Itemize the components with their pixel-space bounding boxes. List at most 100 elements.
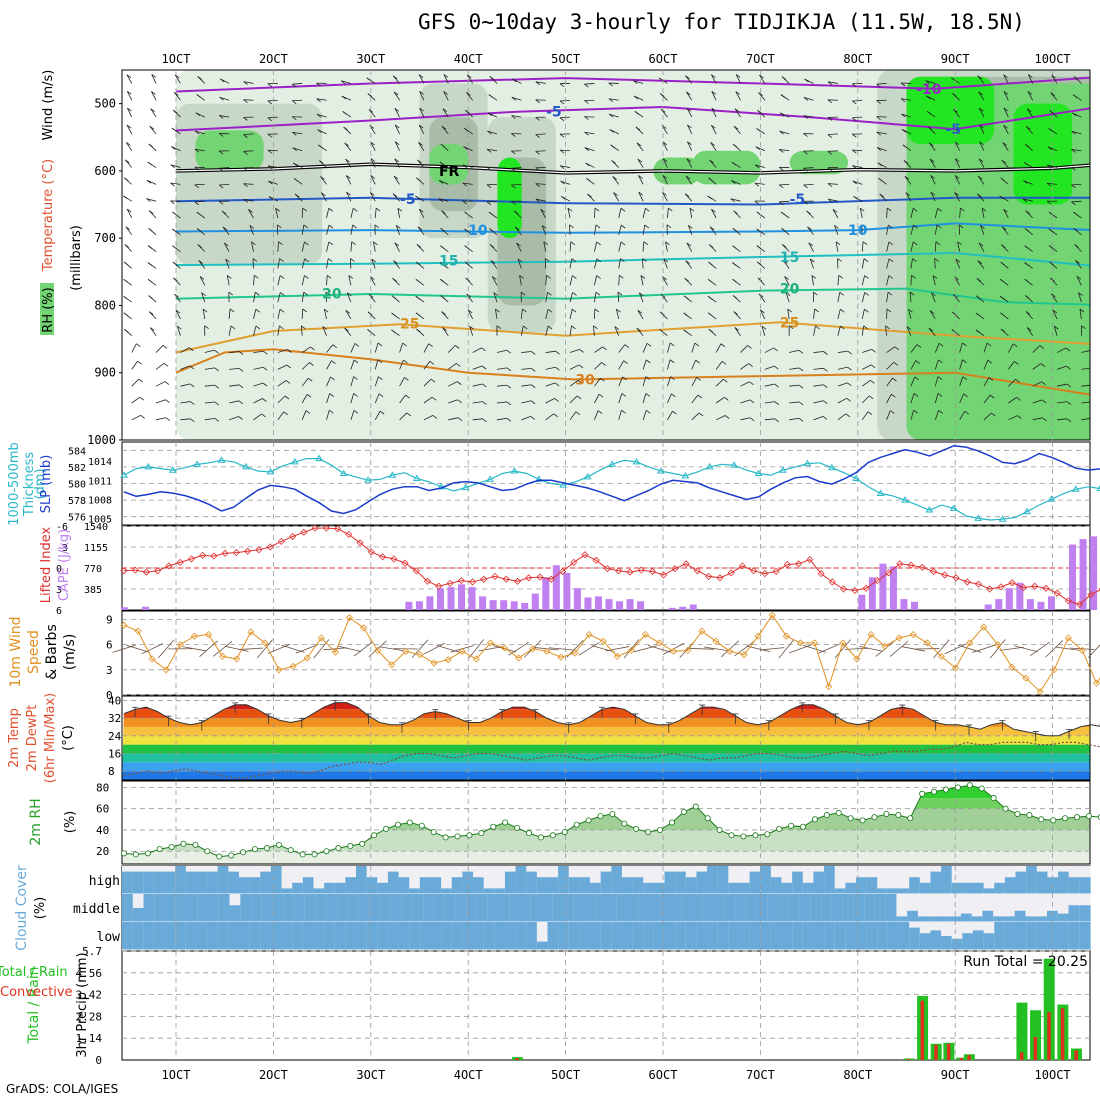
cloud-cell (239, 922, 251, 950)
wind-barb (734, 108, 741, 118)
thickness-tick-label: 580 (68, 480, 86, 491)
rh2m-point (192, 841, 199, 848)
rh2m-point (240, 849, 247, 856)
wind-barb-flag (148, 143, 153, 148)
wind-barb-flag (125, 159, 130, 164)
wind-barb-flag (316, 82, 321, 87)
wind-barb-flag (354, 343, 360, 347)
wind-barb (251, 241, 254, 252)
cloud-cell (433, 894, 446, 922)
isotherm-label: 10 (468, 223, 488, 239)
wind-barb (1051, 74, 1058, 84)
wind-barb (637, 158, 644, 168)
cloud-cell-bg (1036, 894, 1048, 922)
wind-barb-flag (827, 99, 833, 104)
wind-barb-10m (212, 641, 233, 657)
cloud-cell (983, 933, 995, 950)
wind-barb (545, 413, 554, 421)
thickness-point (754, 469, 763, 477)
wind-barb (827, 183, 838, 185)
wind-barb-flag (194, 148, 200, 153)
wind-barb (423, 361, 431, 370)
cloud-cell (185, 871, 198, 894)
wind-barb-flag (989, 394, 995, 399)
wind-barb-flag (223, 242, 229, 247)
wind-barb (125, 226, 133, 236)
wind-barb-flag (876, 83, 881, 88)
wind-barb (1047, 182, 1058, 185)
cloud-cell (788, 894, 801, 922)
wind-barb (253, 398, 263, 404)
wind-barb (560, 149, 571, 152)
wind-barb-flag (863, 258, 869, 262)
wind-barb-flag (488, 94, 494, 98)
wind-barb-flag (1049, 110, 1054, 114)
cloud-cell (941, 936, 953, 950)
cloud-cell (760, 922, 772, 950)
wind-barb-10m (933, 639, 950, 659)
wind-barb (808, 242, 814, 252)
wind-barb (126, 124, 133, 135)
wind-barb (686, 91, 693, 101)
wind-barb-flag (587, 193, 592, 198)
wind-barb (301, 362, 310, 370)
wind-barb (862, 348, 872, 353)
cloud-cell (810, 894, 822, 922)
date-tick-label: 5OCT (551, 52, 580, 66)
wind-barb-flag (221, 210, 227, 215)
wind-barb (642, 393, 647, 404)
wind-barb (934, 208, 938, 219)
wind-barb-flag (373, 241, 378, 246)
wind-barb-flag (658, 77, 664, 82)
wind-barb-flag (243, 134, 248, 138)
cloud-cell (1058, 922, 1070, 950)
lifted-index-point (356, 539, 364, 547)
rh2m-point (621, 820, 628, 827)
wind-barb-flag (456, 363, 461, 367)
wind-barb (569, 275, 573, 286)
cloud-cell (218, 894, 231, 922)
wind-barb-flag (276, 224, 282, 229)
rh2m-point (490, 823, 497, 830)
wind-barb-flag (774, 418, 780, 423)
wind-barb-flag (748, 363, 753, 367)
temp-color-band (122, 762, 1090, 772)
wind-barb-flag (782, 244, 787, 248)
wind-barb (1056, 401, 1068, 404)
wind-barb (691, 377, 698, 387)
wind-barb (1027, 91, 1034, 101)
wind-barb (642, 224, 646, 235)
wind-barb-flag (711, 124, 716, 129)
wind-barb-flag (462, 200, 467, 205)
cloud-cell (228, 922, 240, 950)
wind-barb-flag (124, 244, 130, 248)
cloud-cell (653, 882, 666, 894)
wind-speed-point (458, 647, 466, 655)
wind-barb (691, 394, 699, 404)
wind-barb-flag (616, 308, 621, 313)
wind-barb-flag (481, 365, 487, 370)
wind-barb (764, 347, 774, 353)
wind-barb-flag (318, 144, 323, 149)
wind-barb-flag (350, 258, 355, 262)
cloud-cell (972, 882, 985, 894)
cloud-cell (778, 894, 790, 922)
wind-speed-point (402, 647, 410, 655)
cloud-cell (643, 882, 655, 894)
wind-barb (981, 208, 985, 219)
wind-barb-flag (838, 274, 844, 279)
wind-barb (779, 130, 790, 135)
wind-barb-flag (614, 326, 620, 330)
wind-barb-flag (170, 200, 175, 205)
wind-barb (350, 393, 355, 404)
wind-barb-flag (252, 258, 258, 262)
wind-barb-flag (925, 80, 930, 84)
precip-convective-bar (1033, 1037, 1038, 1060)
wind-barb-flag (465, 277, 470, 282)
wind-barb-flag (341, 95, 347, 100)
wind-barb-flag (876, 116, 881, 120)
isotherm-line (175, 348, 1090, 396)
lifted-index-point (570, 558, 578, 566)
rh2m-point (132, 851, 139, 858)
lifted-index-point (1053, 589, 1061, 597)
